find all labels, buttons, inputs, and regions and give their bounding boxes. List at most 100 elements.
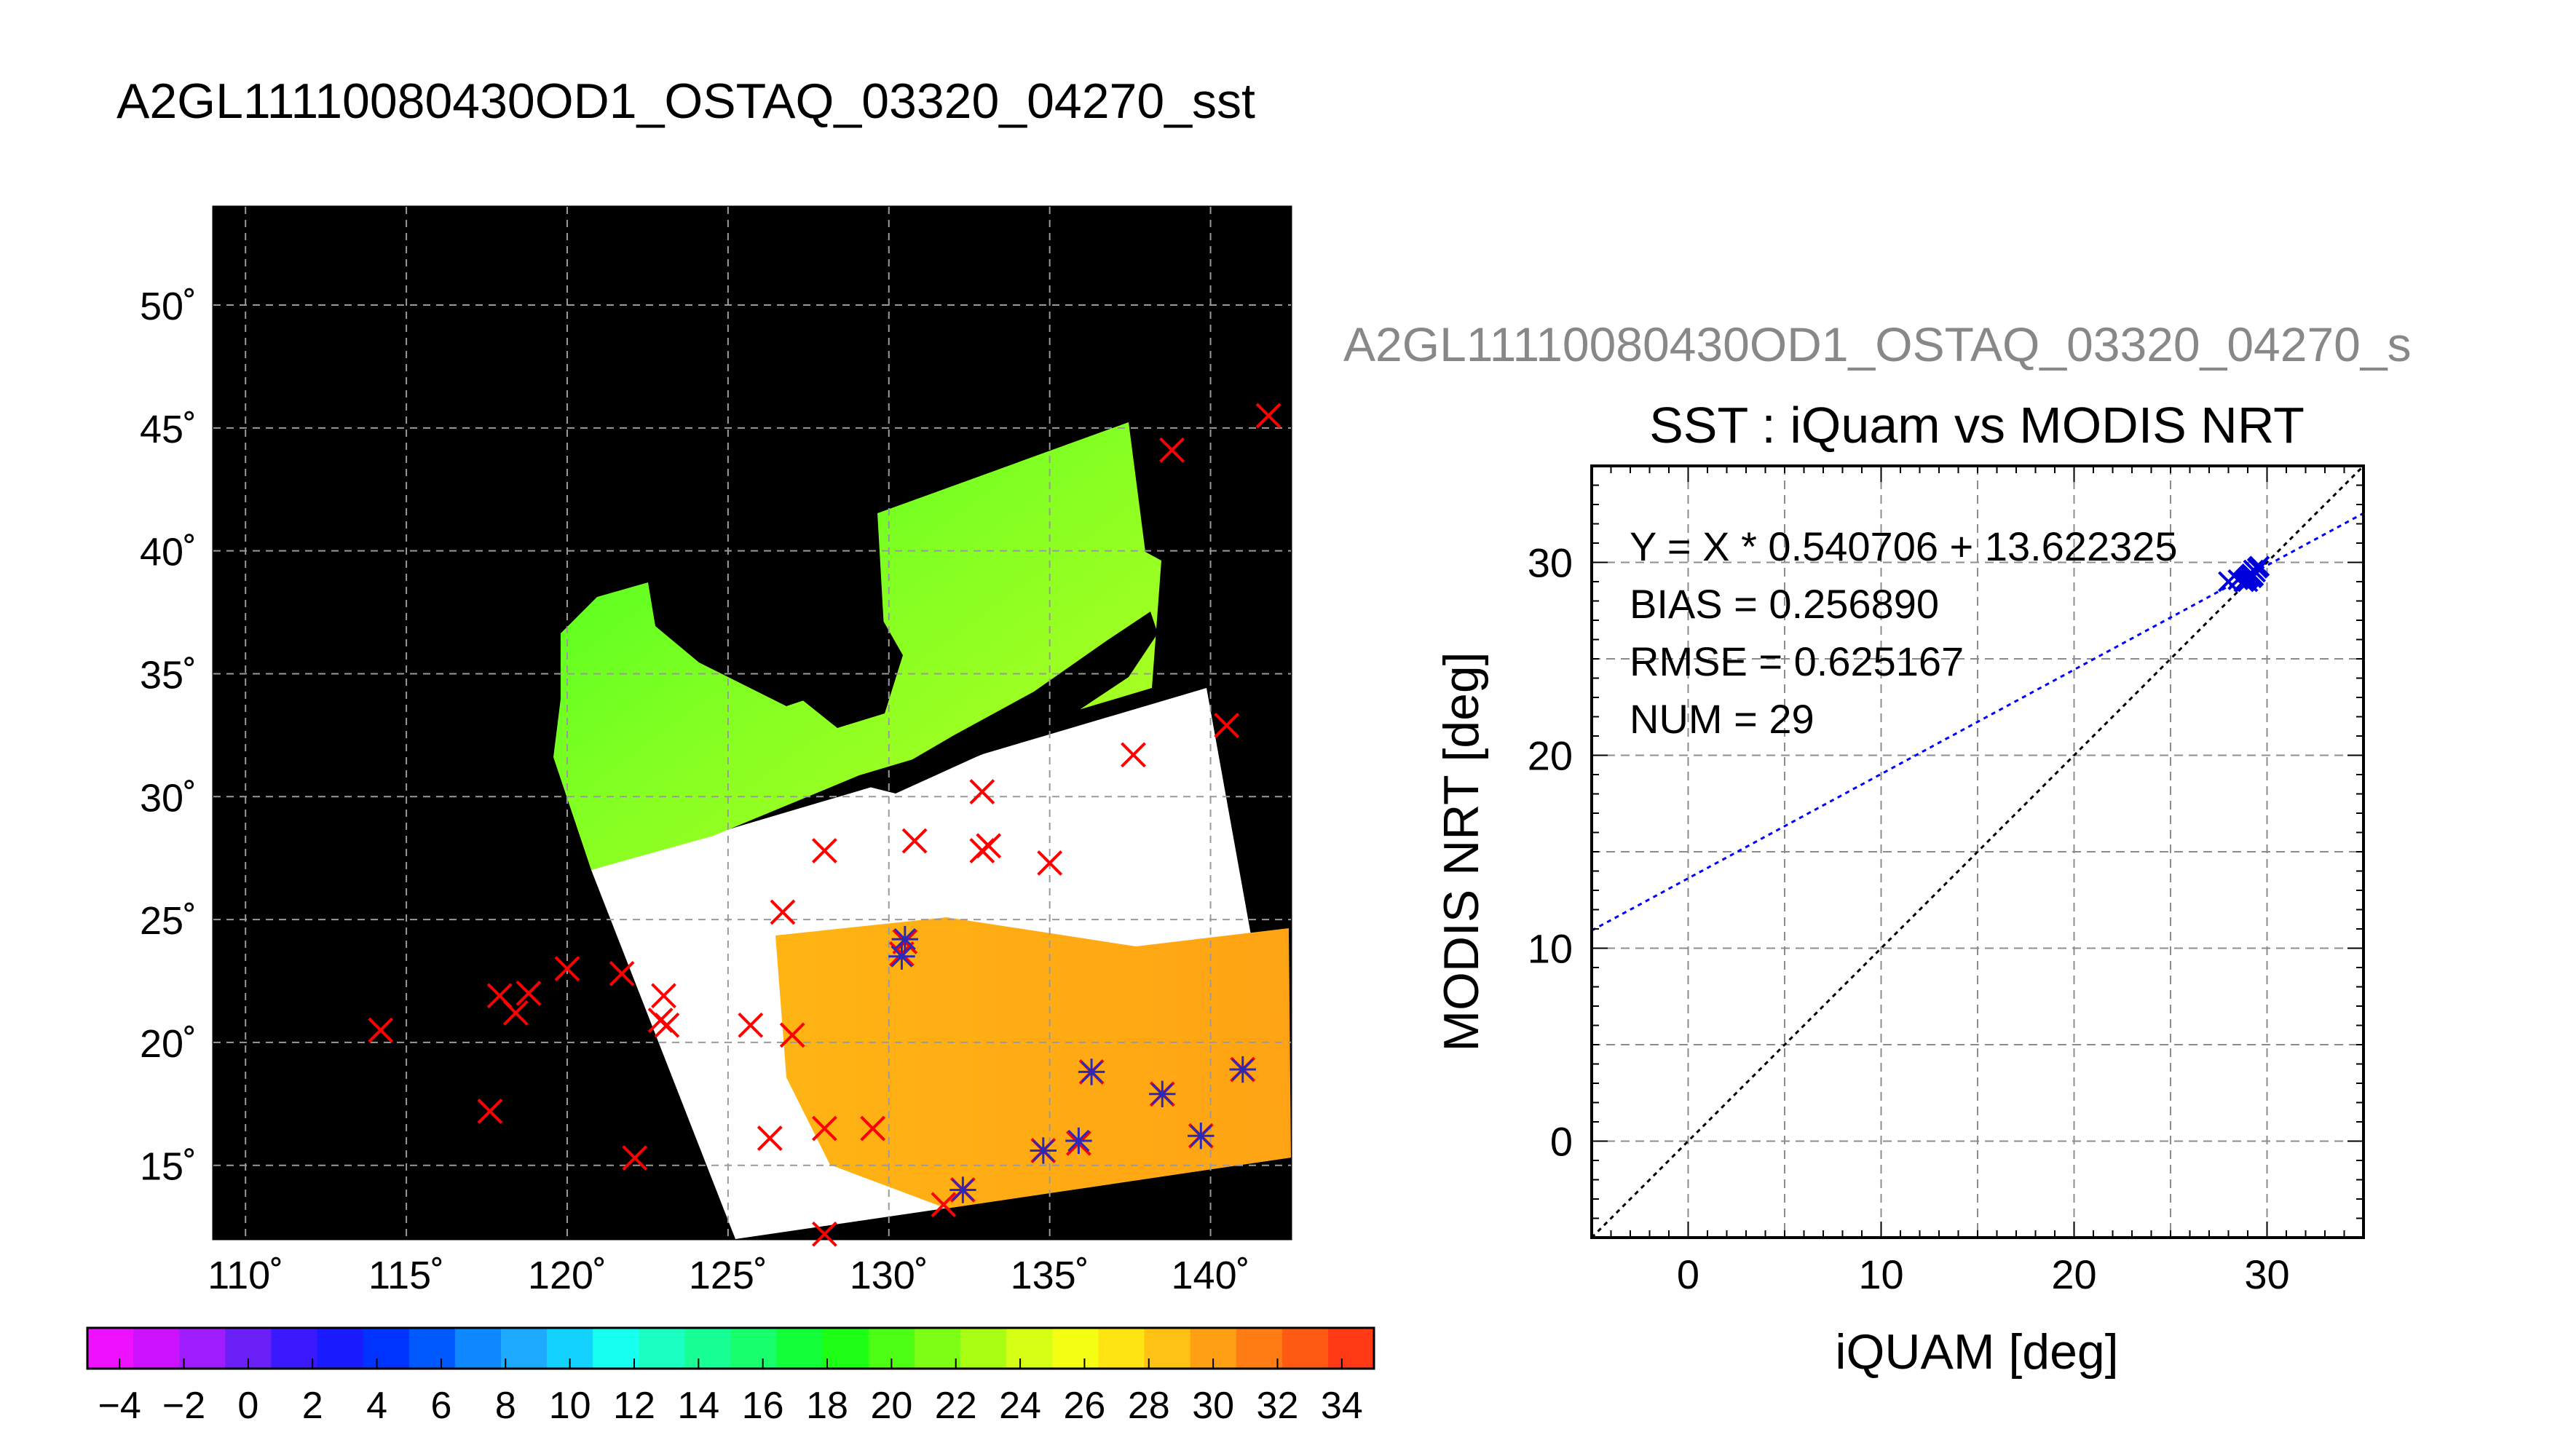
map-lon-tick-label: 125˚ xyxy=(689,1254,767,1297)
colorbar-segment xyxy=(1052,1328,1099,1369)
iquam-marker xyxy=(1159,437,1185,463)
map-grid xyxy=(213,207,1291,1239)
colorbar-segment xyxy=(500,1328,548,1369)
iquam-marker xyxy=(860,1115,886,1142)
colorbar-segment xyxy=(408,1328,456,1369)
colorbar-segment xyxy=(730,1328,778,1369)
colorbar-segment xyxy=(133,1328,180,1369)
land-japan xyxy=(866,612,1158,794)
colorbar-tick-label: −4 xyxy=(98,1385,141,1427)
iquam-marker xyxy=(811,838,837,863)
colorbar-tick-label: 2 xyxy=(302,1385,323,1427)
modis-marker xyxy=(1030,1137,1057,1164)
colorbar-tick-label: 10 xyxy=(549,1385,591,1427)
colorbar-segment xyxy=(1144,1328,1191,1369)
colorbar-tick-label: 12 xyxy=(613,1385,655,1427)
iquam-marker xyxy=(969,779,995,804)
iquam-marker xyxy=(609,960,635,986)
map-lat-tick-label: 50˚ xyxy=(140,285,197,328)
colorbar-tick-label: 32 xyxy=(1257,1385,1299,1427)
map-lon-tick-label: 130˚ xyxy=(850,1254,928,1297)
colorbar-tick-label: 22 xyxy=(935,1385,977,1427)
map-lon-tick-label: 140˚ xyxy=(1172,1254,1250,1297)
map-lon-tick-label: 110˚ xyxy=(208,1254,283,1297)
map-lat-tick-label: 40˚ xyxy=(140,531,197,574)
colorbar-segment xyxy=(822,1328,869,1369)
map-lat-tick-label: 45˚ xyxy=(140,408,197,451)
colorbar-segment xyxy=(1327,1328,1375,1369)
modis-marker xyxy=(891,925,919,953)
colorbar-segment xyxy=(1236,1328,1283,1369)
modis-marker xyxy=(1078,1059,1105,1085)
iquam-marker xyxy=(811,1115,837,1142)
iquam-marker xyxy=(770,899,796,925)
colorbar-tick-label: 20 xyxy=(870,1385,912,1427)
modis-marker xyxy=(1188,1123,1215,1150)
colorbar-tick-label: 24 xyxy=(999,1385,1041,1427)
map-ticks: 15˚ 20˚ 25˚ 30˚ 35˚ 40˚ 45˚ 50˚ 110˚ 115˚ 120˚ 125˚… xyxy=(140,285,1250,1297)
colorbar-tick-label: 4 xyxy=(366,1385,387,1427)
map-content xyxy=(553,422,1291,1239)
colorbar-tick-label: 8 xyxy=(495,1385,516,1427)
colorbar-segment xyxy=(684,1328,732,1369)
iquam-marker xyxy=(516,980,542,1006)
colorbar-segment xyxy=(776,1328,824,1369)
land-korea xyxy=(775,597,903,728)
colorbar-tick-label: 26 xyxy=(1064,1385,1106,1427)
map-lon-tick-label: 115˚ xyxy=(368,1254,444,1297)
iquam-marker xyxy=(738,1012,764,1038)
map-lon-tick-label: 120˚ xyxy=(528,1254,607,1297)
iquam-marker xyxy=(1121,742,1146,768)
modis-marker xyxy=(1229,1056,1256,1083)
iquam-marker xyxy=(368,1017,394,1043)
colorbar-segment xyxy=(1282,1328,1329,1369)
iquam-marker xyxy=(1255,403,1282,429)
iquam-marker xyxy=(554,956,580,982)
colorbar-segment xyxy=(317,1328,364,1369)
colorbar-segment xyxy=(87,1328,134,1369)
sst-field-north xyxy=(553,422,1161,870)
map-lat-tick-label: 20˚ xyxy=(140,1022,197,1066)
colorbar-segment xyxy=(639,1328,685,1369)
colorbar-tick-label: 18 xyxy=(806,1385,848,1427)
colorbar-tick-label: 6 xyxy=(430,1385,451,1427)
colorbar-segment xyxy=(1006,1328,1053,1369)
iquam-marker xyxy=(651,983,676,1009)
modis-marker xyxy=(1065,1127,1092,1155)
colorbar-segment xyxy=(1098,1328,1145,1369)
colorbar-segment xyxy=(271,1328,318,1369)
scatter-file-title: A2GL11110080430OD1_OSTAQ_03320_04270_s xyxy=(1343,317,2412,371)
colorbar-segment xyxy=(593,1328,639,1369)
iquam-marker xyxy=(931,1192,957,1218)
colorbar-tick-label: 14 xyxy=(677,1385,719,1427)
iquam-marker xyxy=(654,1012,680,1038)
iquam-marker xyxy=(969,838,995,863)
colorbar-segment xyxy=(960,1328,1007,1369)
colorbar-segment xyxy=(363,1328,410,1369)
colorbar-tick-label: −2 xyxy=(162,1385,205,1427)
iquam-marker xyxy=(1214,712,1240,738)
iquam-marker xyxy=(502,1000,529,1026)
colorbar-tick-label: 30 xyxy=(1192,1385,1234,1427)
iquam-marker xyxy=(477,1099,503,1124)
iquam-marker xyxy=(757,1125,783,1151)
modis-marker xyxy=(949,1176,976,1203)
iquam-marker xyxy=(779,1022,805,1048)
colorbar-frame xyxy=(86,1326,1375,1370)
main-title: A2GL11110080430OD1_OSTAQ_03320_04270_sst xyxy=(117,74,1255,129)
colorbar-segment xyxy=(179,1328,226,1369)
colorbar-tick-label: 28 xyxy=(1128,1385,1170,1427)
colorbar-segment xyxy=(914,1328,961,1369)
colorbar-tick-label: 0 xyxy=(237,1385,258,1427)
map-lat-tick-label: 15˚ xyxy=(140,1145,197,1189)
iquam-marker xyxy=(811,1221,837,1247)
map-modis-markers xyxy=(888,925,1256,1203)
sst-field-south xyxy=(775,917,1291,1208)
map-lon-tick-label: 135˚ xyxy=(1011,1254,1089,1297)
colorbar-tick-label: 34 xyxy=(1321,1385,1363,1427)
iquam-marker xyxy=(622,1145,648,1171)
iquam-marker xyxy=(1037,850,1063,876)
map-lat-tick-label: 25˚ xyxy=(140,899,197,943)
map-lat-tick-label: 35˚ xyxy=(140,653,197,697)
